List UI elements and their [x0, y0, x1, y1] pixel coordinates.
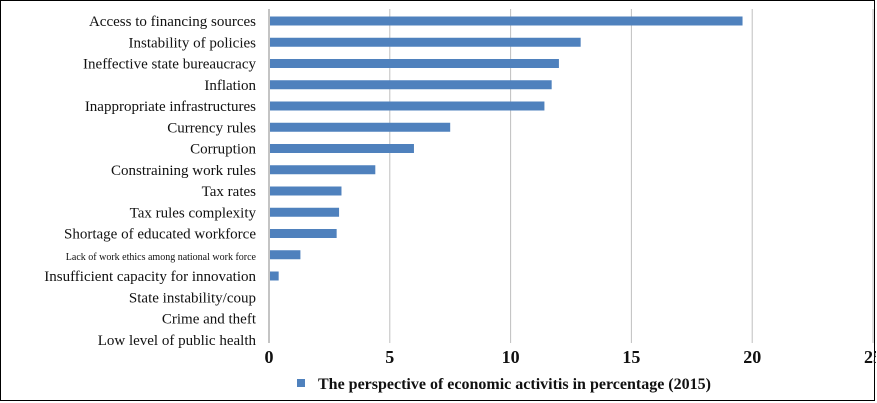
category-label: Corruption — [190, 142, 256, 158]
x-tick-label: 10 — [502, 347, 520, 367]
bars — [270, 16, 743, 281]
x-tick-labels: 0 5 10 15 20 25 — [265, 347, 877, 367]
bar — [270, 186, 342, 196]
bar — [270, 80, 552, 90]
category-label: State instability/coup — [129, 290, 256, 306]
bar — [270, 165, 376, 175]
category-label: Low level of public health — [98, 333, 257, 349]
category-label: Inflation — [204, 78, 256, 94]
bar — [270, 37, 581, 47]
x-tick-label: 15 — [622, 347, 640, 367]
category-label: Crime and theft — [162, 312, 257, 328]
bar — [270, 144, 414, 153]
legend-label: The perspective of economic activitis in… — [318, 376, 711, 393]
category-label: Constraining work rules — [111, 163, 256, 179]
category-label: Inappropriate infrastructures — [85, 99, 256, 115]
bar — [270, 59, 559, 68]
category-label: Instability of policies — [129, 35, 257, 51]
x-tick-label: 0 — [265, 347, 274, 367]
legend-swatch — [297, 379, 305, 387]
category-label: Ineffective state bureaucracy — [83, 57, 256, 73]
bar — [270, 16, 743, 26]
category-label: Access to financing sources — [89, 14, 256, 30]
category-label: Tax rates — [202, 184, 257, 200]
category-labels: Access to financing sources Instability o… — [44, 14, 257, 349]
bar — [270, 271, 279, 281]
category-label: Lack of work ethics among national work … — [66, 252, 257, 263]
x-tick-label: 20 — [743, 347, 761, 367]
legend: The perspective of economic activitis in… — [297, 376, 711, 393]
category-label: Shortage of educated workforce — [64, 227, 256, 243]
category-label: Tax rules complexity — [130, 205, 257, 221]
bar — [270, 122, 451, 132]
bar — [270, 250, 301, 260]
category-label: Currency rules — [167, 120, 256, 136]
x-tick-label: 5 — [385, 347, 394, 367]
bar — [270, 101, 545, 111]
x-tick-label: 25 — [864, 347, 876, 367]
category-label: Insufficient capacity for innovation — [44, 269, 256, 285]
bar — [270, 229, 337, 238]
bar — [270, 207, 340, 217]
